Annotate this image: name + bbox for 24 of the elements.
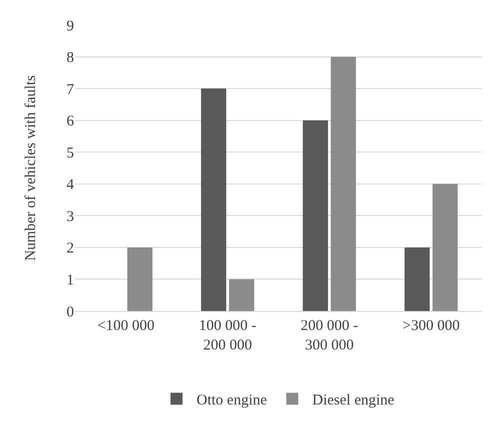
y-tick-label: 9 [66,18,74,34]
y-tick-label: 2 [66,240,74,257]
legend-label: Otto engine [196,392,268,409]
y-tick-label: 0 [66,304,74,320]
x-tick-label: 100 000 - 200 000 [198,318,256,354]
bar [330,56,356,311]
y-tick-label: 5 [66,145,74,162]
legend-label: Diesel engine [312,392,395,409]
bar [201,88,226,311]
y-axis-title: Number of vehicles with faults [23,74,39,261]
x-tick-label: <100 000 [97,318,154,334]
y-tick-label: 6 [66,114,74,130]
bar [404,247,430,311]
x-tick-label: >300 000 [402,318,460,334]
y-tick-label: 1 [66,272,74,288]
bar [302,120,328,311]
bar [229,279,254,311]
y-tick-label: 7 [66,82,74,98]
bar [127,247,152,311]
y-tick-label: 4 [66,177,74,194]
y-tick-label: 3 [66,208,74,225]
x-tick-label: 200 000 - 300 000 [300,318,358,354]
bar [432,184,458,311]
y-tick-label: 8 [66,50,74,66]
